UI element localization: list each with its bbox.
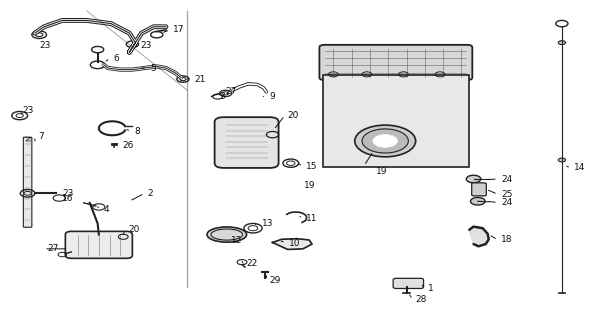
FancyBboxPatch shape <box>23 137 32 227</box>
Text: 27: 27 <box>47 244 59 253</box>
Text: 15: 15 <box>306 162 318 171</box>
Text: 20: 20 <box>288 111 299 120</box>
Text: 10: 10 <box>289 239 300 248</box>
Text: 18: 18 <box>501 236 512 244</box>
Text: 21: 21 <box>194 75 205 84</box>
Text: 12: 12 <box>231 236 242 245</box>
FancyBboxPatch shape <box>319 45 472 80</box>
Text: 24: 24 <box>501 198 512 207</box>
Circle shape <box>355 125 416 157</box>
Text: 23: 23 <box>62 189 73 198</box>
Text: 16: 16 <box>62 194 74 203</box>
Text: 14: 14 <box>574 164 586 172</box>
FancyBboxPatch shape <box>215 117 278 168</box>
Text: 7: 7 <box>38 132 43 141</box>
Text: 28: 28 <box>416 295 427 304</box>
Text: 23: 23 <box>22 106 34 115</box>
Text: 5: 5 <box>150 63 156 73</box>
Text: 1: 1 <box>428 284 433 293</box>
Circle shape <box>466 175 481 183</box>
Circle shape <box>362 129 408 153</box>
Circle shape <box>558 41 565 44</box>
Circle shape <box>373 135 397 147</box>
Text: 17: 17 <box>173 25 185 35</box>
FancyBboxPatch shape <box>393 278 424 288</box>
Text: 25: 25 <box>501 190 512 199</box>
Text: 29: 29 <box>269 276 281 285</box>
Circle shape <box>471 197 485 205</box>
FancyBboxPatch shape <box>65 231 132 258</box>
Polygon shape <box>272 239 312 250</box>
Text: 24: 24 <box>501 174 512 184</box>
Text: 22: 22 <box>246 259 258 268</box>
Text: 2: 2 <box>147 189 153 198</box>
FancyBboxPatch shape <box>472 183 487 196</box>
Text: 26: 26 <box>122 141 133 150</box>
Text: 11: 11 <box>306 214 318 223</box>
Polygon shape <box>469 227 489 246</box>
FancyBboxPatch shape <box>323 75 469 167</box>
Text: 23: 23 <box>140 41 152 50</box>
Text: 19: 19 <box>304 181 316 190</box>
Text: 8: 8 <box>134 127 140 136</box>
Text: 20: 20 <box>128 225 140 234</box>
Text: 3: 3 <box>220 92 225 101</box>
Text: 27: 27 <box>225 87 236 96</box>
Text: 13: 13 <box>261 219 273 228</box>
Circle shape <box>558 158 565 162</box>
Text: 4: 4 <box>104 205 110 214</box>
Ellipse shape <box>207 227 247 242</box>
Text: 6: 6 <box>113 54 119 63</box>
Text: 9: 9 <box>269 92 275 101</box>
Text: 19: 19 <box>376 167 387 176</box>
Text: 23: 23 <box>39 41 51 50</box>
